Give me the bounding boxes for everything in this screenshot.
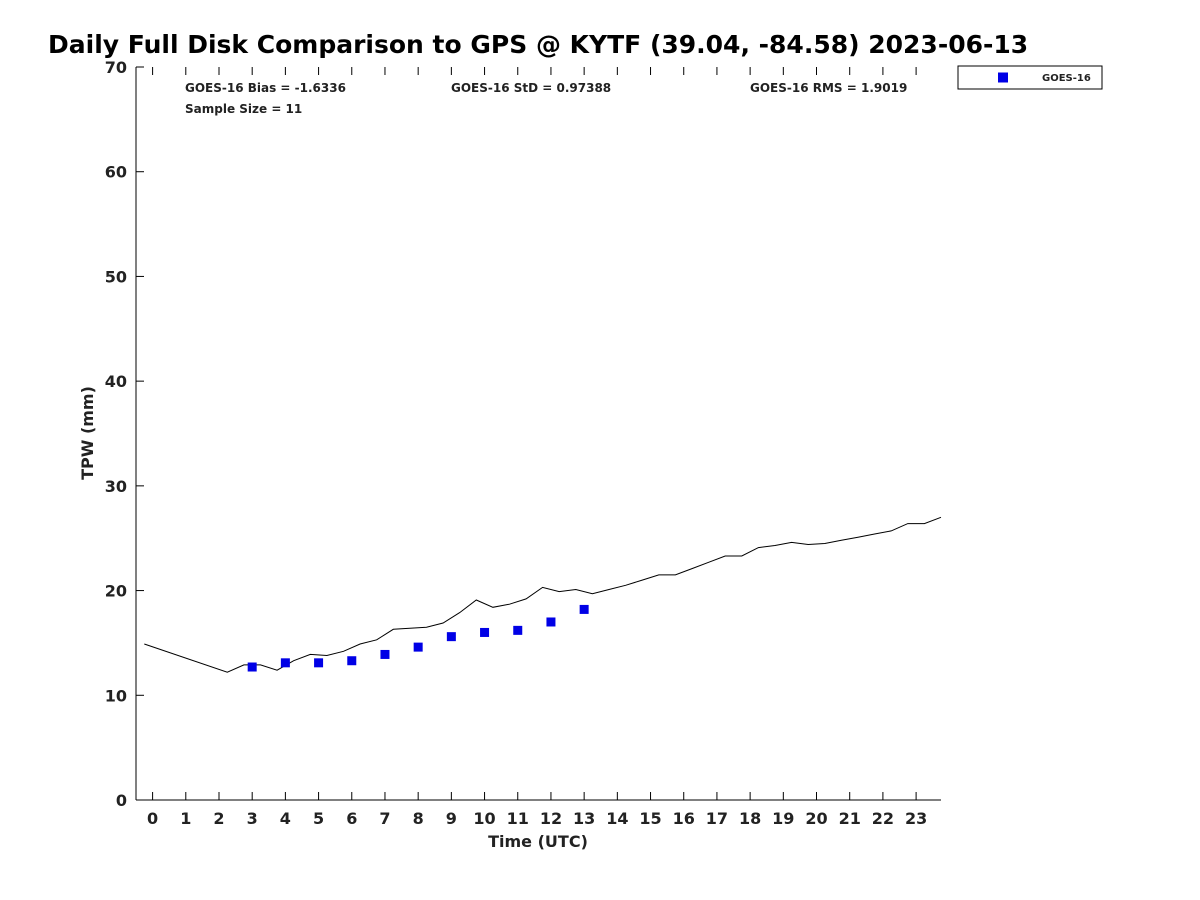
x-tick-label: 21 — [839, 809, 861, 828]
y-tick-label: 10 — [105, 686, 127, 705]
x-tick-label: 17 — [706, 809, 728, 828]
bias-stat: GOES-16 Bias = -1.6336 — [185, 81, 346, 95]
legend-label: GOES-16 — [1042, 73, 1091, 84]
legend-box — [957, 65, 1103, 90]
rms-stat: GOES-16 RMS = 1.9019 — [750, 81, 907, 95]
legend-marker — [998, 72, 1008, 83]
x-tick-label: 15 — [639, 809, 661, 828]
goes-16-point — [413, 642, 423, 652]
x-tick-label: 3 — [247, 809, 258, 828]
x-tick-label: 7 — [379, 809, 390, 828]
goes-16-point — [513, 625, 523, 635]
x-tick-label: 9 — [446, 809, 457, 828]
sample-size-stat: Sample Size = 11 — [185, 102, 302, 116]
series-layer — [144, 516, 942, 673]
x-tick-label: 16 — [673, 809, 695, 828]
goes-16-point — [579, 604, 589, 614]
x-axis-label: Time (UTC) — [488, 832, 588, 851]
x-tick-label: 14 — [606, 809, 628, 828]
y-tick-label: 30 — [105, 477, 127, 496]
goes-16-point — [546, 617, 556, 627]
x-tick-label: 2 — [213, 809, 224, 828]
y-tick-label: 40 — [105, 372, 127, 391]
x-tick-label: 11 — [507, 809, 529, 828]
legend: GOES-16 — [957, 65, 1103, 90]
gps-series-line — [144, 516, 942, 673]
y-tick-label: 50 — [105, 267, 127, 286]
goes-16-point — [247, 662, 257, 672]
goes-16-point — [480, 627, 490, 637]
x-tick-label: 13 — [573, 809, 595, 828]
x-tick-label: 5 — [313, 809, 324, 828]
goes-16-point — [380, 649, 390, 659]
y-tick-label: 0 — [116, 791, 127, 810]
x-tick-label: 4 — [280, 809, 291, 828]
x-tick-label: 8 — [413, 809, 424, 828]
goes-16-point — [280, 658, 290, 668]
x-tick-label: 12 — [540, 809, 562, 828]
y-tick-label: 70 — [105, 58, 127, 77]
chart-title: Daily Full Disk Comparison to GPS @ KYTF… — [48, 30, 1029, 59]
goes-16-point — [314, 658, 324, 668]
x-tick-label: 20 — [805, 809, 827, 828]
std-stat: GOES-16 StD = 0.97388 — [451, 81, 611, 95]
x-tick-label: 1 — [180, 809, 191, 828]
goes-16-point — [347, 656, 357, 666]
y-axis-label: TPW (mm) — [78, 386, 97, 480]
y-tick-label: 60 — [105, 163, 127, 182]
x-tick-label: 0 — [147, 809, 158, 828]
goes-16-point — [446, 632, 456, 642]
x-tick-label: 19 — [772, 809, 794, 828]
x-tick-label: 22 — [872, 809, 894, 828]
x-tick-label: 10 — [473, 809, 495, 828]
y-tick-label: 20 — [105, 582, 127, 601]
x-tick-label: 6 — [346, 809, 357, 828]
x-tick-label: 23 — [905, 809, 927, 828]
x-tick-label: 18 — [739, 809, 761, 828]
